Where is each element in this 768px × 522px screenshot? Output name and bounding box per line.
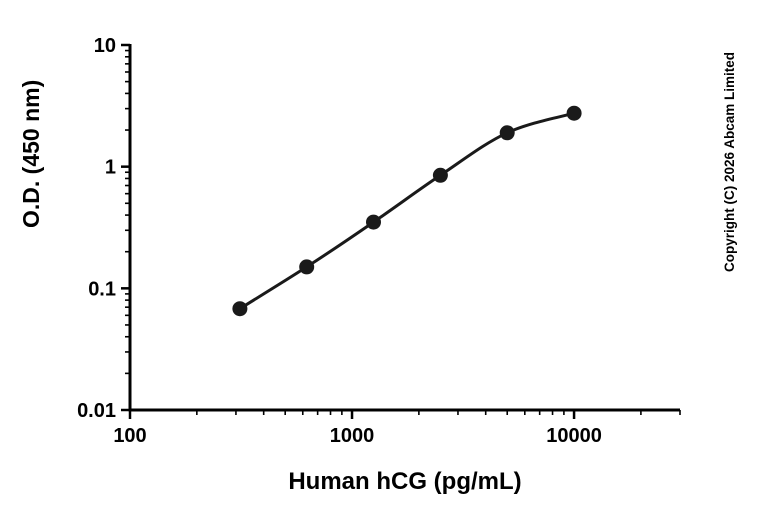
x-tick-label: 1000	[330, 425, 375, 447]
curve-fit-line	[238, 111, 576, 311]
data-point-marker	[432, 167, 448, 183]
data-point-marker	[232, 301, 248, 317]
y-axis-label-text: O.D. (450 nm)	[18, 79, 44, 228]
data-point-marker	[499, 125, 515, 141]
y-tick-label: 0.1	[88, 278, 116, 300]
data-point-marker	[566, 105, 582, 121]
x-tick-label: 10000	[546, 425, 602, 447]
y-tick-label: 10	[94, 35, 116, 57]
x-tick-label: 100	[113, 425, 146, 447]
y-tick-label: 0.01	[77, 400, 116, 422]
y-tick-label: 1	[105, 157, 116, 179]
copyright-text: Copyright (C) 2026 Abcam Limited	[722, 51, 737, 272]
data-point-marker	[299, 259, 315, 275]
data-point-marker	[366, 214, 381, 230]
